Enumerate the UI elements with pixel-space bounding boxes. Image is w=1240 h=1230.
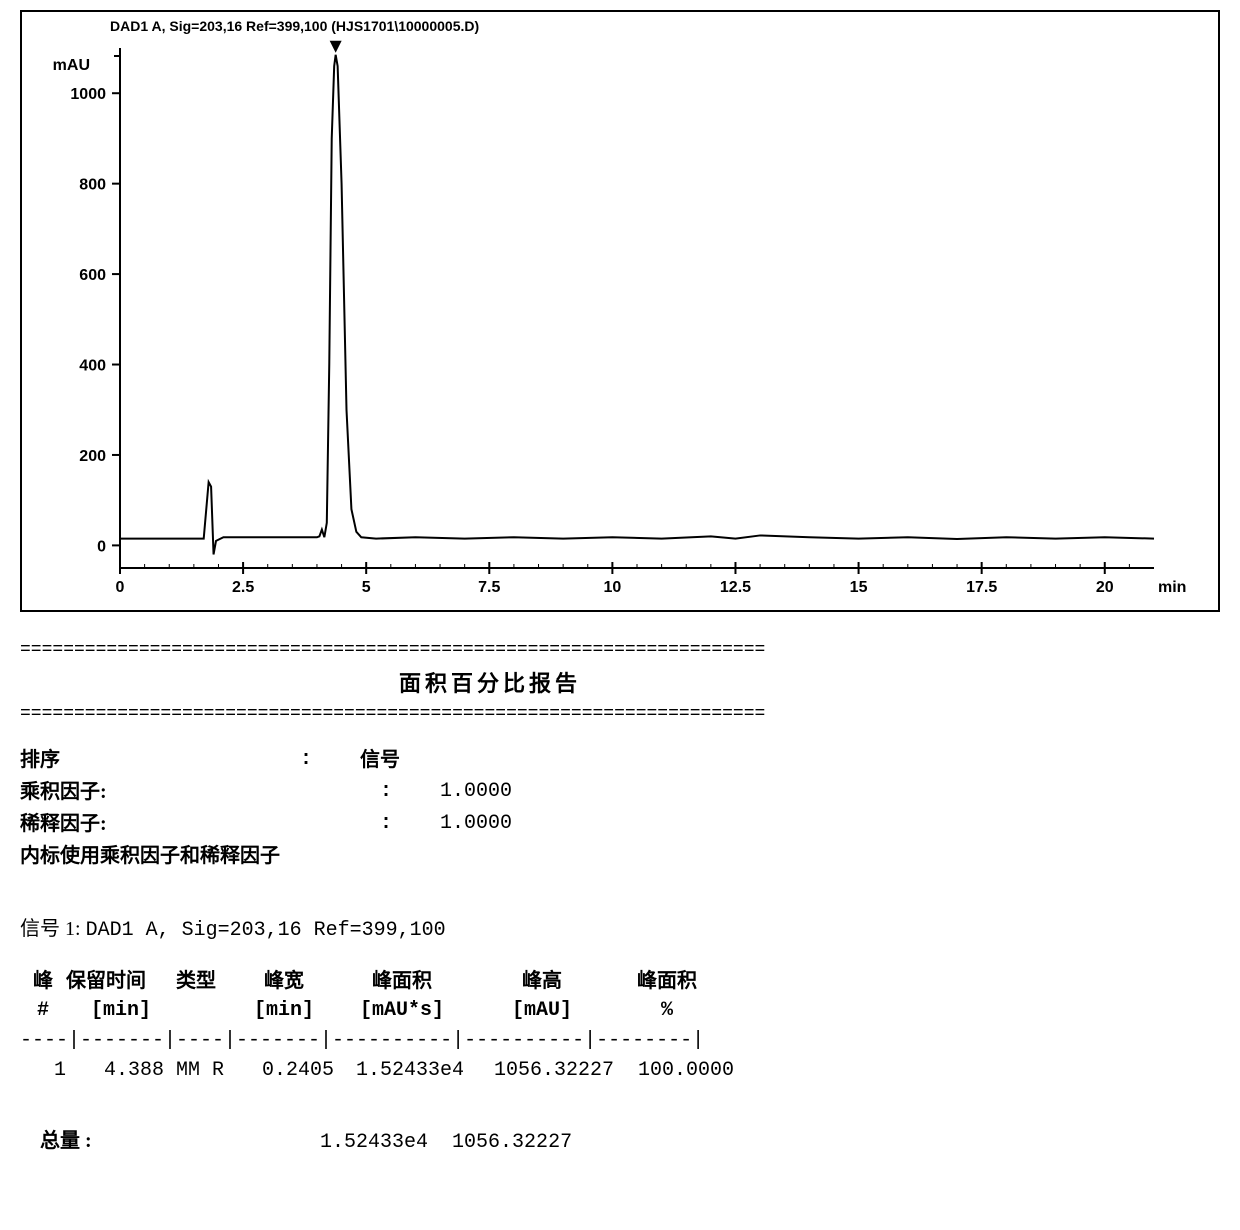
svg-text:600: 600 (79, 267, 106, 284)
table-row: 14.388 MM R0.2405 1.52433e41056.32227 10… (20, 1056, 960, 1086)
colon: : (300, 744, 360, 776)
peak-table-header: 峰保留时间类型峰宽峰面积峰高峰面积 (20, 966, 960, 996)
svg-text:10: 10 (603, 579, 621, 596)
param-dil-label: 稀释因子: (20, 808, 300, 840)
peak-table-units: #[min][min][mAU*s][mAU]% (20, 996, 960, 1026)
chromatogram-chart: 0 2.5 5 7.5 10 12.5 15 17.5 20 min 0 200 400 600 800 10… (30, 38, 1194, 608)
divider-bot: ========================================… (20, 704, 960, 724)
colon: : (380, 776, 440, 808)
svg-text:0: 0 (97, 538, 106, 555)
svg-text:20: 20 (1096, 579, 1114, 596)
totals-height: 1056.32227 (452, 1131, 572, 1154)
param-mult-label: 乘积因子: (20, 776, 300, 808)
svg-text:12.5: 12.5 (720, 579, 751, 596)
colon: : (380, 808, 440, 840)
svg-text:17.5: 17.5 (966, 579, 997, 596)
totals-row: 总量 :1.52433e4 1056.32227 (20, 1096, 960, 1188)
param-mult-value: 1.0000 (440, 776, 512, 808)
report-params: 排序 : 信号 乘积因子: : 1.0000 稀释因子: : 1.0000 内标… (20, 744, 960, 872)
svg-text:200: 200 (79, 448, 106, 465)
param-note: 内标使用乘积因子和稀释因子 (20, 840, 280, 872)
svg-text:min: min (1158, 579, 1186, 596)
chromatogram-panel: DAD1 A, Sig=203,16 Ref=399,100 (HJS1701\… (20, 10, 1220, 612)
divider-top: ========================================… (20, 640, 960, 660)
svg-text:400: 400 (79, 358, 106, 375)
chart-header: DAD1 A, Sig=203,16 Ref=399,100 (HJS1701\… (30, 18, 1210, 38)
signal-line: 信号 1: DAD1 A, Sig=203,16 Ref=399,100 (20, 912, 960, 942)
svg-text:7.5: 7.5 (478, 579, 500, 596)
signal-text: DAD1 A, Sig=203,16 Ref=399,100 (86, 919, 446, 942)
area-percent-report: ========================================… (20, 640, 960, 1188)
svg-text:1000: 1000 (70, 86, 106, 103)
svg-text:5: 5 (362, 579, 371, 596)
param-dil-value: 1.0000 (440, 808, 512, 840)
totals-label: 总量 : (40, 1126, 320, 1156)
svg-text:2.5: 2.5 (232, 579, 254, 596)
report-title: 面积百分比报告 (20, 660, 960, 704)
svg-text:0: 0 (116, 579, 125, 596)
peak-table-separator: ----|-------|----|-------|----------|---… (20, 1026, 960, 1056)
peak-table: 峰保留时间类型峰宽峰面积峰高峰面积#[min][min][mAU*s][mAU]… (20, 966, 960, 1086)
param-sort-label: 排序 (20, 744, 300, 776)
totals-area: 1.52433e4 (320, 1131, 428, 1154)
signal-prefix: 信号 1: (20, 918, 86, 940)
svg-text:15: 15 (850, 579, 868, 596)
param-sort-value: 信号 (360, 744, 400, 776)
svg-text:mAU: mAU (53, 57, 90, 74)
svg-text:800: 800 (79, 177, 106, 194)
